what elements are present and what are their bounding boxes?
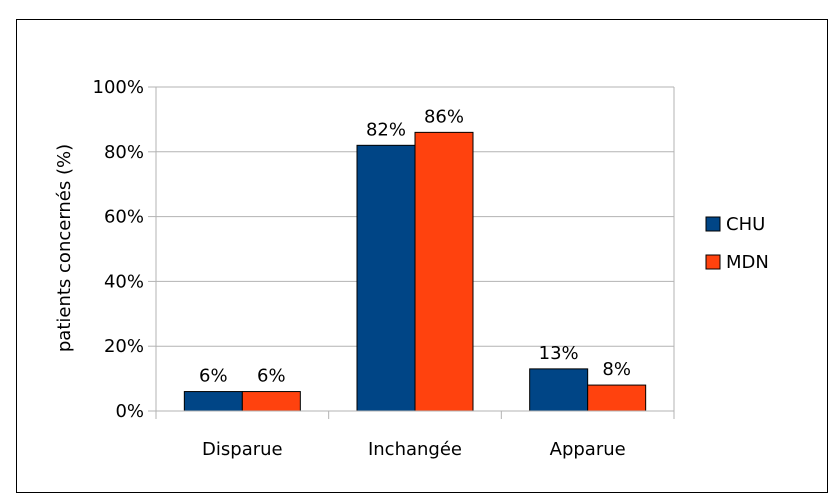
- bar-chu-1: [183, 391, 243, 412]
- x-axis: Disparue Inchangée Apparue: [155, 410, 675, 460]
- legend-label-chu: CHU: [726, 214, 765, 235]
- y-axis-ticks: 0% 20% 40% 60% 80% 100%: [93, 77, 156, 422]
- x-tick-label: Inchangée: [368, 439, 462, 460]
- y-tick-label: 40%: [104, 271, 144, 292]
- y-tick-label: 80%: [104, 142, 144, 163]
- bars: [183, 131, 647, 412]
- legend-label-mdn: MDN: [726, 252, 769, 273]
- data-label: 8%: [602, 359, 631, 380]
- x-tick-label: Apparue: [550, 439, 626, 460]
- bar-mdn-1: [241, 391, 301, 412]
- y-tick-label: 100%: [93, 77, 144, 98]
- y-tick-label: 20%: [104, 336, 144, 357]
- bar-mdn-2: [414, 131, 474, 412]
- legend-swatch-mdn: [705, 254, 721, 270]
- data-label: 6%: [257, 366, 286, 387]
- bar-chu-2: [356, 144, 416, 412]
- data-label: 13%: [539, 343, 579, 364]
- legend-swatch-chu: [705, 216, 721, 232]
- bar-chu-3: [529, 368, 589, 412]
- x-tick-label: Disparue: [202, 439, 283, 460]
- y-tick-label: 0%: [115, 401, 144, 422]
- data-labels: 6% 6% 82% 86% 13% 8%: [199, 106, 631, 386]
- data-label: 6%: [199, 366, 228, 387]
- data-label: 82%: [366, 119, 406, 140]
- data-label: 86%: [424, 106, 464, 127]
- y-axis-label: patients concernés (%): [54, 144, 75, 352]
- y-tick-label: 60%: [104, 207, 144, 228]
- bar-mdn-3: [587, 384, 647, 412]
- legend: CHU MDN: [705, 214, 769, 273]
